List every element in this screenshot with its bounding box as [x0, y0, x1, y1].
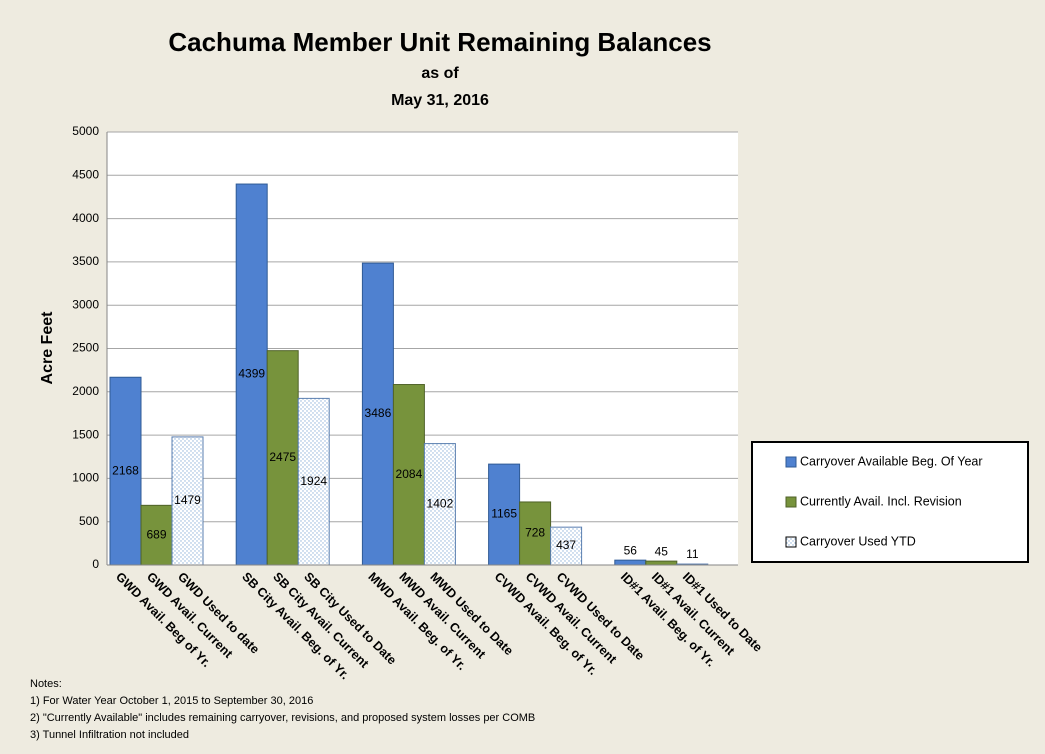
data-label: 1165 [491, 507, 517, 521]
y-axis-label: Acre Feet [39, 311, 56, 385]
bar [109, 376, 142, 566]
data-label: 2475 [269, 450, 296, 464]
data-label: 728 [525, 526, 545, 540]
y-tick-label: 3500 [72, 254, 99, 268]
bar [423, 443, 456, 566]
data-label: 3486 [365, 406, 392, 420]
chart-subtitle: May 31, 2016 [391, 92, 489, 109]
bar [550, 526, 583, 566]
data-label: 437 [556, 538, 576, 552]
legend-label: Carryover Used YTD [800, 534, 916, 548]
legend-swatch [785, 536, 797, 548]
data-label: 4399 [238, 367, 265, 381]
legend-label: Carryover Available Beg. Of Year [800, 454, 983, 468]
note: 3) Tunnel Infiltration not included [30, 729, 189, 741]
y-tick-label: 4500 [72, 167, 99, 181]
bar [519, 501, 552, 566]
data-label: 56 [624, 543, 638, 557]
legend-box [751, 441, 1029, 563]
bar [614, 559, 647, 566]
bar [266, 350, 299, 566]
y-tick-label: 1500 [72, 427, 99, 441]
legend-label: Currently Avail. Incl. Revision [800, 494, 962, 508]
chart-title: Cachuma Member Unit Remaining Balances [168, 27, 711, 57]
data-label: 689 [146, 527, 166, 541]
legend-swatch [785, 496, 797, 508]
data-label: 1479 [174, 493, 201, 507]
data-label: 2168 [112, 463, 139, 477]
bar [361, 262, 394, 566]
data-label: 45 [655, 544, 669, 558]
y-tick-label: 3000 [72, 297, 99, 311]
chart-subtitle: as of [421, 65, 459, 82]
data-label: 1402 [427, 496, 454, 510]
data-label: 11 [686, 547, 699, 561]
y-tick-label: 2500 [72, 341, 99, 355]
note: 2) "Currently Available" includes remain… [30, 712, 535, 724]
note: Notes: [30, 678, 62, 690]
y-tick-label: 500 [79, 514, 99, 528]
bar [297, 397, 330, 566]
y-tick-label: 5000 [72, 124, 99, 138]
data-label: 2084 [396, 467, 423, 481]
bar [488, 463, 521, 566]
data-label: 1924 [300, 474, 327, 488]
bar [645, 560, 678, 566]
bar [392, 384, 425, 566]
y-tick-label: 0 [92, 557, 99, 571]
y-tick-label: 1000 [72, 471, 99, 485]
y-tick-label: 4000 [72, 211, 99, 225]
bar [235, 183, 268, 566]
y-tick-label: 2000 [72, 384, 99, 398]
note: 1) For Water Year October 1, 2015 to Sep… [30, 695, 313, 707]
bar [171, 436, 204, 566]
legend-swatch [785, 456, 797, 468]
